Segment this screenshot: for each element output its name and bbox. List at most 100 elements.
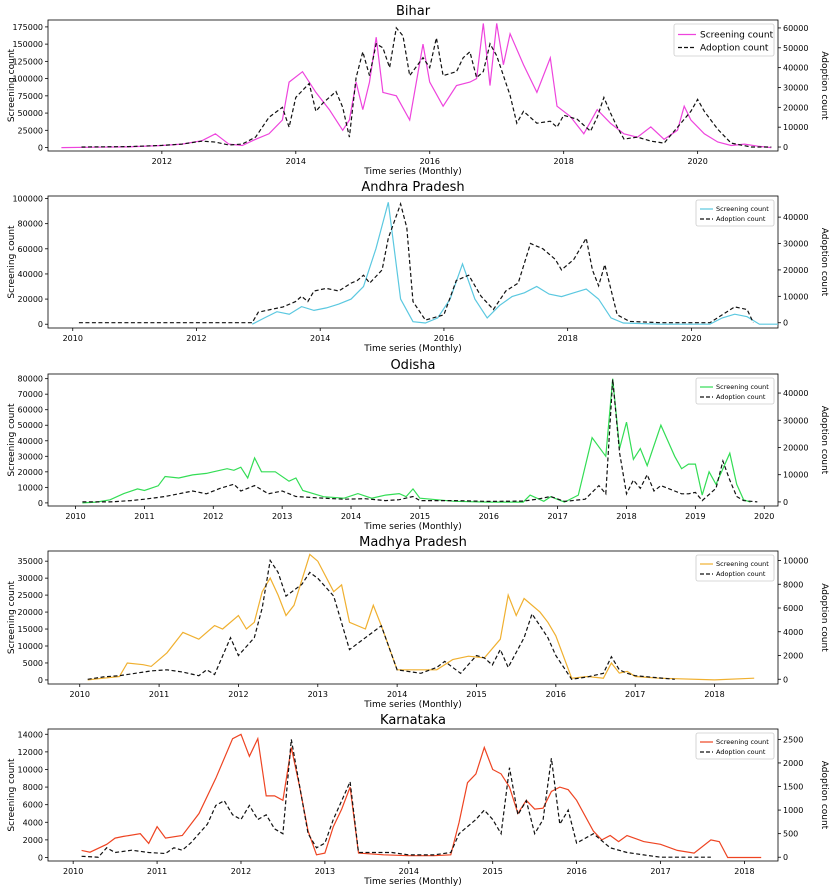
y-right-tick-label: 50000 [783, 44, 808, 53]
y-left-axis-label: Screening count [7, 580, 17, 654]
y-left-tick-label: 40000 [18, 270, 43, 279]
y-right-tick-label: 30000 [783, 416, 808, 425]
chart-panel-madhya-pradesh: Madhya Pradesh 2010 2011 2012 2013 2014 2015 20… [7, 535, 829, 710]
y-right-tick-label: 0 [783, 143, 788, 152]
x-tick-label: 2011 [147, 867, 167, 876]
x-tick-label: 2016 [434, 334, 454, 343]
x-axis-label: Time series (Monthly) [363, 344, 461, 354]
y-left-tick-label: 50000 [18, 109, 43, 118]
y-left-tick-label: 30000 [18, 452, 43, 461]
y-right-tick-label: 10000 [783, 123, 808, 132]
legend-label: Screening count [716, 383, 769, 391]
legend-label: Adoption count [700, 44, 769, 54]
y-left-tick-label: 30000 [18, 574, 43, 583]
legend-box [695, 377, 775, 405]
y-left-tick-label: 0 [38, 676, 43, 685]
y-left-tick-label: 0 [38, 499, 43, 508]
x-tick-label: 2014 [310, 334, 330, 343]
x-tick-label: 2014 [387, 690, 407, 699]
y-left-tick-label: 125000 [12, 57, 43, 66]
x-axis-label: Time series (Monthly) [363, 522, 461, 532]
y-left-tick-label: 100000 [12, 195, 43, 204]
y-right-tick-label: 20000 [783, 266, 808, 275]
x-tick-label: 2017 [650, 867, 670, 876]
y-right-axis-label: Adoption count [819, 761, 829, 830]
chart-title: Odisha [390, 358, 435, 373]
y-left-tick-label: 10000 [18, 765, 43, 774]
y-right-axis-label: Adoption count [819, 583, 829, 652]
y-right-tick-label: 20000 [783, 443, 808, 452]
y-left-tick-label: 80000 [18, 220, 43, 229]
y-left-tick-label: 35000 [18, 557, 43, 566]
y-left-tick-label: 6000 [23, 801, 43, 810]
screening-count-line [82, 378, 751, 504]
y-left-tick-label: 40000 [18, 437, 43, 446]
y-right-tick-label: 10000 [783, 292, 808, 301]
chart-panel-karnataka: Karnataka 2010 2011 2012 2013 2014 2015 2016 201… [7, 713, 829, 887]
y-right-axis-label: Adoption count [819, 51, 829, 120]
x-tick-label: 2012 [203, 512, 223, 521]
y-right-tick-label: 20000 [783, 103, 808, 112]
x-axis-label: Time series (Monthly) [363, 700, 461, 710]
y-left-tick-label: 25000 [18, 591, 43, 600]
y-right-tick-label: 2000 [783, 652, 803, 661]
x-tick-label: 2018 [554, 157, 574, 166]
legend-label: Adoption count [716, 215, 766, 223]
legend-label: Screening count [716, 738, 769, 746]
y-left-tick-label: 100000 [12, 75, 43, 84]
y-right-tick-label: 0 [783, 853, 788, 862]
x-tick-label: 2010 [70, 690, 90, 699]
y-left-tick-label: 60000 [18, 245, 43, 254]
x-tick-label: 2010 [65, 512, 85, 521]
x-tick-label: 2013 [272, 512, 292, 521]
x-tick-label: 2020 [687, 157, 707, 166]
plot-frame [47, 373, 779, 507]
y-right-tick-label: 0 [783, 319, 788, 328]
y-right-tick-label: 40000 [783, 389, 808, 398]
y-right-tick-label: 6000 [783, 604, 803, 613]
legend-box [673, 23, 775, 57]
y-left-tick-label: 12000 [18, 748, 43, 757]
x-tick-label: 2013 [308, 690, 328, 699]
y-right-tick-label: 40000 [783, 64, 808, 73]
chart-title: Bihar [396, 4, 431, 19]
plot-frame [47, 195, 779, 329]
chart-panel-andhra-pradesh: Andhra Pradesh 2010 2012 2014 2016 2018 2020 0 2… [7, 180, 829, 354]
y-left-tick-label: 10000 [18, 642, 43, 651]
y-right-tick-label: 0 [783, 675, 788, 684]
legend-label: Adoption count [716, 748, 766, 756]
x-tick-label: 2014 [399, 867, 419, 876]
legend: Screening count Adoption count [695, 377, 775, 405]
adoption-count-line [81, 26, 772, 148]
y-left-tick-label: 20000 [18, 468, 43, 477]
x-tick-label: 2020 [681, 334, 701, 343]
y-right-tick-label: 500 [783, 830, 798, 839]
x-tick-label: 2018 [734, 867, 754, 876]
legend-label: Adoption count [716, 570, 766, 578]
y-right-tick-label: 0 [783, 498, 788, 507]
x-tick-label: 2014 [341, 512, 361, 521]
y-left-tick-label: 14000 [18, 730, 43, 739]
x-tick-label: 2011 [134, 512, 154, 521]
y-left-axis-label: Screening count [7, 758, 17, 832]
x-tick-label: 2016 [479, 512, 499, 521]
y-left-tick-label: 20000 [18, 608, 43, 617]
x-tick-label: 2018 [616, 512, 636, 521]
y-left-tick-label: 20000 [18, 295, 43, 304]
y-left-tick-label: 0 [38, 320, 43, 329]
y-left-tick-label: 10000 [18, 483, 43, 492]
y-left-axis-label: Screening count [7, 48, 17, 122]
y-right-tick-label: 8000 [783, 580, 803, 589]
screening-count-line [81, 733, 762, 859]
chart-title: Karnataka [380, 713, 446, 728]
chart-panel-odisha: Odisha 2010 2011 2012 2013 2014 2015 2016 2017 20… [7, 358, 829, 532]
x-tick-label: 2013 [315, 867, 335, 876]
y-right-axis-label: Adoption count [819, 406, 829, 475]
x-tick-label: 2016 [420, 157, 440, 166]
x-axis-label: Time series (Monthly) [363, 167, 461, 177]
y-right-tick-label: 4000 [783, 628, 803, 637]
y-left-axis-label: Screening count [7, 403, 17, 477]
screening-count-line [251, 202, 778, 325]
y-left-tick-label: 80000 [18, 375, 43, 384]
